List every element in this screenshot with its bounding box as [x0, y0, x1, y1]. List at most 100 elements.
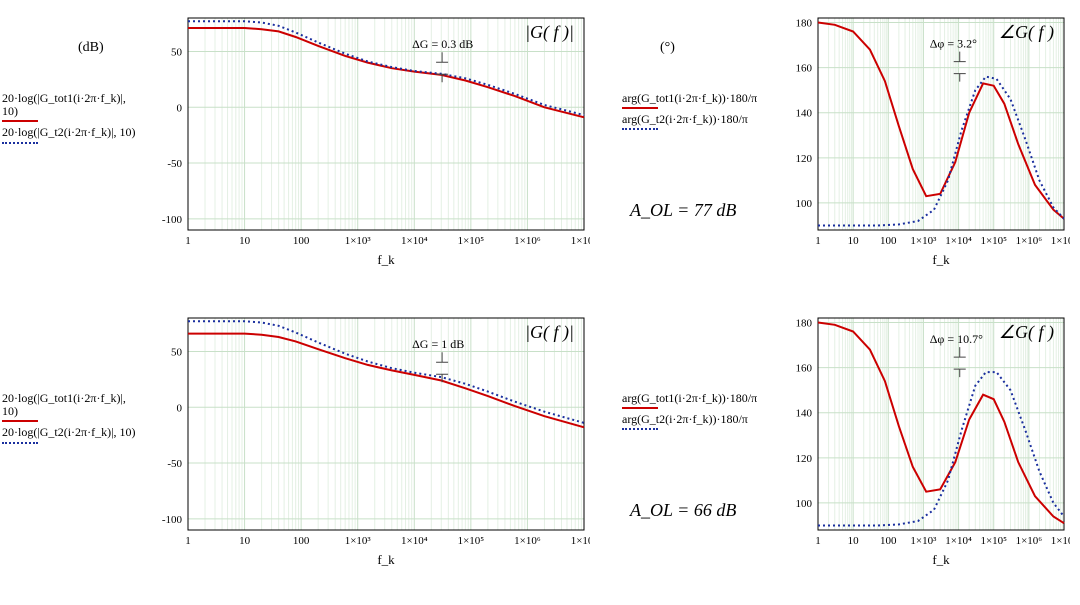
svg-text:f_k: f_k	[377, 252, 395, 267]
unit-mag-top: (dB)	[78, 40, 104, 56]
chart-mag-bottom: 1 10 100 1×10³ 1×10⁴ 1×10⁵ 1×10⁶ 1×10⁷ -100 -50 0 5…	[150, 310, 590, 570]
svg-text:1×10⁶: 1×10⁶	[514, 235, 541, 247]
svg-text:160: 160	[796, 363, 813, 375]
svg-text:1×10⁷: 1×10⁷	[1051, 235, 1070, 247]
svg-text:∠G( f ): ∠G( f )	[999, 322, 1054, 343]
legend-entry: arg(G_tot1(i·2π·f_k))·180/π	[622, 92, 777, 109]
legend-entry: 20·log(|G_t2(i·2π·f_k)|, 10)	[2, 126, 142, 143]
svg-text:1×10⁶: 1×10⁶	[1016, 535, 1043, 547]
svg-text:Δφ = 3.2°: Δφ = 3.2°	[930, 37, 977, 51]
svg-text:120: 120	[796, 453, 813, 465]
legend-phase-bottom: arg(G_tot1(i·2π·f_k))·180/π arg(G_t2(i·2…	[622, 392, 777, 434]
svg-text:1×10⁴: 1×10⁴	[401, 535, 428, 547]
legend-swatch-red	[2, 120, 38, 122]
svg-text:1×10³: 1×10³	[910, 535, 937, 547]
svg-text:1×10⁵: 1×10⁵	[458, 235, 485, 247]
svg-text:1×10⁵: 1×10⁵	[458, 535, 485, 547]
svg-text:10: 10	[239, 235, 251, 247]
svg-text:1: 1	[815, 235, 821, 247]
chart-phase-bottom: 1 10 100 1×10³ 1×10⁴ 1×10⁵ 1×10⁶ 1×10⁷ 100 120 140…	[780, 310, 1070, 570]
svg-text:100: 100	[796, 498, 813, 510]
legend-label: 20·log(|G_t2(i·2π·f_k)|, 10)	[2, 125, 136, 139]
svg-text:-50: -50	[167, 158, 182, 170]
svg-text:100: 100	[880, 235, 897, 247]
svg-text:100: 100	[796, 198, 813, 210]
legend-mag-bottom: 20·log(|G_tot1(i·2π·f_k)|, 10) 20·log(|G…	[2, 392, 142, 448]
legend-swatch-blue	[622, 428, 658, 430]
legend-swatch-blue	[2, 142, 38, 144]
legend-swatch-red	[622, 407, 658, 409]
legend-label: 20·log(|G_tot1(i·2π·f_k)|, 10)	[2, 91, 126, 118]
svg-text:ΔG = 1 dB: ΔG = 1 dB	[412, 337, 464, 351]
aol-bottom: A_OL = 66 dB	[630, 500, 736, 521]
svg-text:1×10³: 1×10³	[345, 535, 372, 547]
legend-entry: 20·log(|G_tot1(i·2π·f_k)|, 10)	[2, 392, 142, 422]
svg-text:ΔG = 0.3 dB: ΔG = 0.3 dB	[412, 37, 473, 51]
legend-label: arg(G_t2(i·2π·f_k))·180/π	[622, 412, 748, 426]
unit-phase-top: (°)	[660, 40, 675, 56]
chart-mag-top: 1 10 100 1×10³ 1×10⁴ 1×10⁵ 1×10⁶ 1×10⁷ -100 -50 0 5…	[150, 10, 590, 270]
svg-text:-50: -50	[167, 458, 182, 470]
legend-label: 20·log(|G_t2(i·2π·f_k)|, 10)	[2, 425, 136, 439]
legend-swatch-blue	[2, 442, 38, 444]
legend-phase-top: arg(G_tot1(i·2π·f_k))·180/π arg(G_t2(i·2…	[622, 92, 777, 134]
svg-text:10: 10	[848, 535, 860, 547]
svg-text:f_k: f_k	[932, 552, 950, 567]
svg-text:1×10³: 1×10³	[910, 235, 937, 247]
svg-text:-100: -100	[162, 214, 183, 226]
legend-label: arg(G_tot1(i·2π·f_k))·180/π	[622, 391, 757, 405]
page: (dB) (°) 20·log(|G_tot1(i·2π·f_k)|, 10) …	[0, 0, 1080, 605]
svg-text:1×10⁷: 1×10⁷	[571, 535, 590, 547]
svg-text:50: 50	[171, 46, 183, 58]
svg-text:1: 1	[815, 535, 821, 547]
svg-text:1×10⁶: 1×10⁶	[514, 535, 541, 547]
svg-text:1: 1	[185, 535, 191, 547]
svg-text:f_k: f_k	[377, 552, 395, 567]
svg-text:∠G( f ): ∠G( f )	[999, 22, 1054, 43]
svg-text:0: 0	[177, 102, 183, 114]
legend-label: 20·log(|G_tot1(i·2π·f_k)|, 10)	[2, 391, 126, 418]
svg-text:140: 140	[796, 408, 813, 420]
svg-text:160: 160	[796, 63, 813, 75]
svg-text:|G( f )|: |G( f )|	[525, 322, 574, 343]
svg-text:10: 10	[848, 235, 860, 247]
svg-text:10: 10	[239, 535, 251, 547]
svg-text:1×10⁴: 1×10⁴	[945, 235, 972, 247]
svg-text:-100: -100	[162, 514, 183, 526]
legend-swatch-red	[622, 107, 658, 109]
chart-phase-top: 1101001×10³1×10⁴1×10⁵1×10⁶1×10⁷100120140…	[780, 10, 1070, 270]
row-top: (dB) (°) 20·log(|G_tot1(i·2π·f_k)|, 10) …	[0, 0, 1080, 302]
legend-label: arg(G_tot1(i·2π·f_k))·180/π	[622, 91, 757, 105]
svg-text:1: 1	[185, 235, 191, 247]
svg-text:180: 180	[796, 318, 813, 330]
legend-entry: 20·log(|G_tot1(i·2π·f_k)|, 10)	[2, 92, 142, 122]
svg-text:Δφ = 10.7°: Δφ = 10.7°	[930, 332, 983, 346]
svg-text:0: 0	[177, 402, 183, 414]
svg-text:100: 100	[293, 235, 310, 247]
svg-text:100: 100	[880, 535, 897, 547]
legend-entry: 20·log(|G_t2(i·2π·f_k)|, 10)	[2, 426, 142, 443]
svg-text:1×10⁴: 1×10⁴	[945, 535, 972, 547]
svg-text:|G( f )|: |G( f )|	[525, 22, 574, 43]
legend-swatch-red	[2, 420, 38, 422]
svg-text:1×10⁵: 1×10⁵	[980, 235, 1007, 247]
svg-text:180: 180	[796, 18, 813, 30]
legend-label: arg(G_t2(i·2π·f_k))·180/π	[622, 112, 748, 126]
svg-text:1×10³: 1×10³	[345, 235, 372, 247]
legend-entry: arg(G_tot1(i·2π·f_k))·180/π	[622, 392, 777, 409]
svg-text:100: 100	[293, 535, 310, 547]
svg-text:1×10⁵: 1×10⁵	[980, 535, 1007, 547]
svg-text:140: 140	[796, 108, 813, 120]
row-bottom: 20·log(|G_tot1(i·2π·f_k)|, 10) 20·log(|G…	[0, 300, 1080, 602]
svg-text:1×10⁴: 1×10⁴	[401, 235, 428, 247]
aol-top: A_OL = 77 dB	[630, 200, 736, 221]
svg-text:120: 120	[796, 153, 813, 165]
svg-text:50: 50	[171, 346, 183, 358]
legend-swatch-blue	[622, 128, 658, 130]
legend-mag-top: 20·log(|G_tot1(i·2π·f_k)|, 10) 20·log(|G…	[2, 92, 142, 148]
svg-text:1×10⁷: 1×10⁷	[1051, 535, 1070, 547]
svg-text:f_k: f_k	[932, 252, 950, 267]
legend-entry: arg(G_t2(i·2π·f_k))·180/π	[622, 413, 777, 430]
legend-entry: arg(G_t2(i·2π·f_k))·180/π	[622, 113, 777, 130]
svg-text:1×10⁷: 1×10⁷	[571, 235, 590, 247]
